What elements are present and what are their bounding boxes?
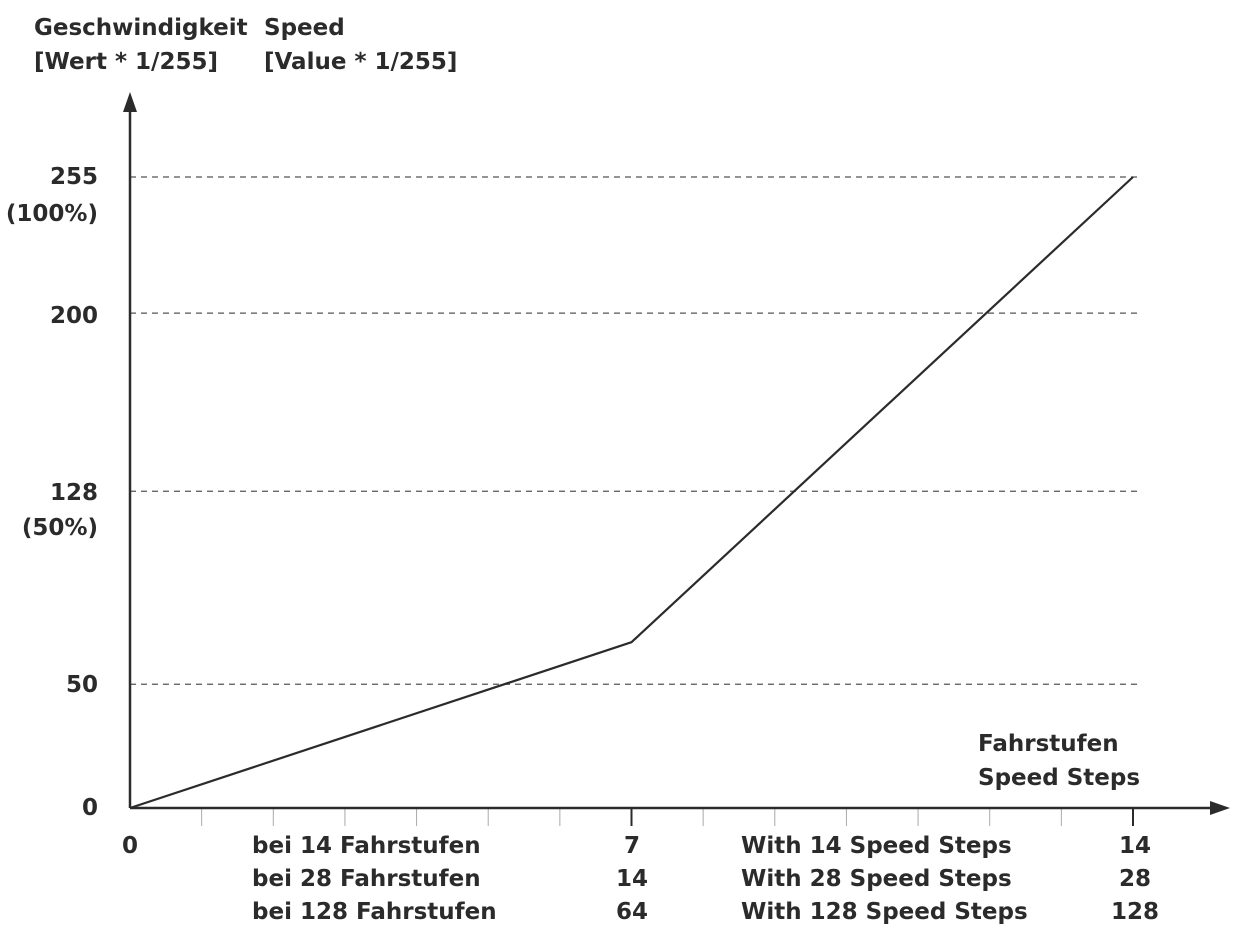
step-scale-28-max: 28 [1118, 866, 1151, 892]
step-scale-128-label-en: With 128 Speed Steps [741, 899, 1028, 925]
step-scale-28-mid: 14 [615, 866, 648, 892]
y-tick-label-255: 255 [49, 164, 98, 190]
y-axis-arrow [123, 92, 137, 112]
ylabel-en-line1: Speed [264, 15, 345, 41]
step-scale-28-label-en: With 28 Speed Steps [741, 866, 1012, 892]
step-scale-14-label-en: With 14 Speed Steps [741, 833, 1012, 859]
xlabel-line2: Speed Steps [978, 765, 1141, 791]
step-scale-14-max: 14 [1118, 833, 1151, 859]
x-axis-arrow [1210, 801, 1230, 815]
y-tick-label-128: 128 [49, 480, 98, 506]
series-layer [129, 176, 1134, 810]
ylabel-de-line2: [Wert * 1/255] [34, 49, 218, 75]
step-scale-128-mid: 64 [615, 899, 648, 925]
xlabel-line1: Fahrstufen [978, 731, 1119, 757]
step-scale-128-max: 128 [1110, 899, 1159, 925]
y-tick-sublabel-255: (100%) [5, 201, 98, 227]
y-tick-sublabel-128: (50%) [21, 515, 98, 541]
y-tick-label-50: 50 [65, 672, 98, 698]
y-tick-label-200: 200 [49, 303, 98, 329]
ylabel-de-line1: Geschwindigkeit [34, 15, 248, 41]
step-scale-14-mid: 7 [623, 833, 640, 859]
gridlines [130, 176, 1138, 685]
step-scale-28-label-de: bei 28 Fahrstufen [252, 866, 481, 892]
x-tick-label-0: 0 [121, 833, 138, 859]
y-tick-label-0: 0 [81, 795, 98, 821]
ylabel-en-line2: [Value * 1/255] [264, 49, 458, 75]
series-line-0 [129, 176, 1134, 810]
step-scale-128-label-de: bei 128 Fahrstufen [252, 899, 497, 925]
x-minor-ticks [201, 807, 1134, 826]
step-scale-14-label-de: bei 14 Fahrstufen [252, 833, 481, 859]
